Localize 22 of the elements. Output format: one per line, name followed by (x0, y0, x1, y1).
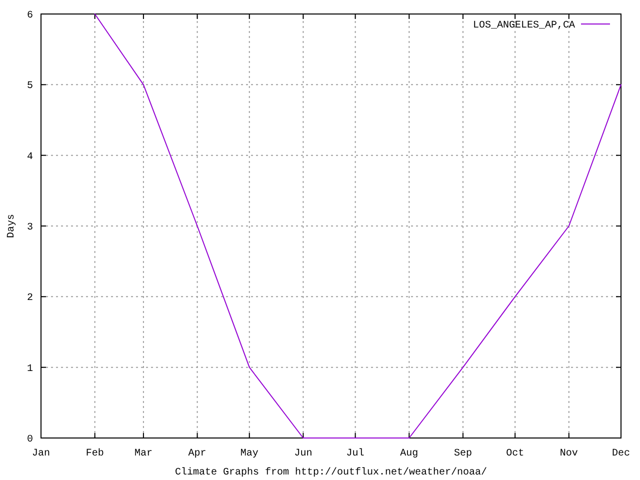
x-tick-label: Aug (400, 448, 418, 460)
x-tick-label: Mar (134, 448, 152, 460)
x-tick-label: Sep (454, 448, 472, 460)
y-tick-label: 3 (26, 222, 33, 234)
y-tick-label: 4 (26, 152, 33, 163)
x-tick-label: Feb (86, 448, 104, 460)
y-tick-label: 5 (26, 81, 33, 92)
y-tick-label: 0 (26, 434, 33, 446)
y-tick-label: 6 (26, 10, 33, 22)
x-tick-label: May (240, 448, 258, 460)
legend-label: LOS_ANGELES_AP,CA (472, 20, 575, 32)
x-tick-label: Dec (612, 448, 630, 460)
y-axis-title: Days (6, 214, 18, 238)
x-axis-title: Climate Graphs from http://outflux.net/weather/noaa/ (174, 466, 488, 478)
x-tick-label: Oct (506, 448, 524, 460)
x-tick-label: Jul (346, 448, 364, 460)
x-tick-label: Apr (188, 448, 206, 460)
y-tick-label: 1 (26, 364, 33, 375)
x-tick-label: Jan (32, 448, 50, 460)
x-tick-label: Nov (560, 448, 578, 460)
y-tick-label: 2 (26, 293, 33, 304)
x-tick-label: Jun (294, 448, 312, 460)
